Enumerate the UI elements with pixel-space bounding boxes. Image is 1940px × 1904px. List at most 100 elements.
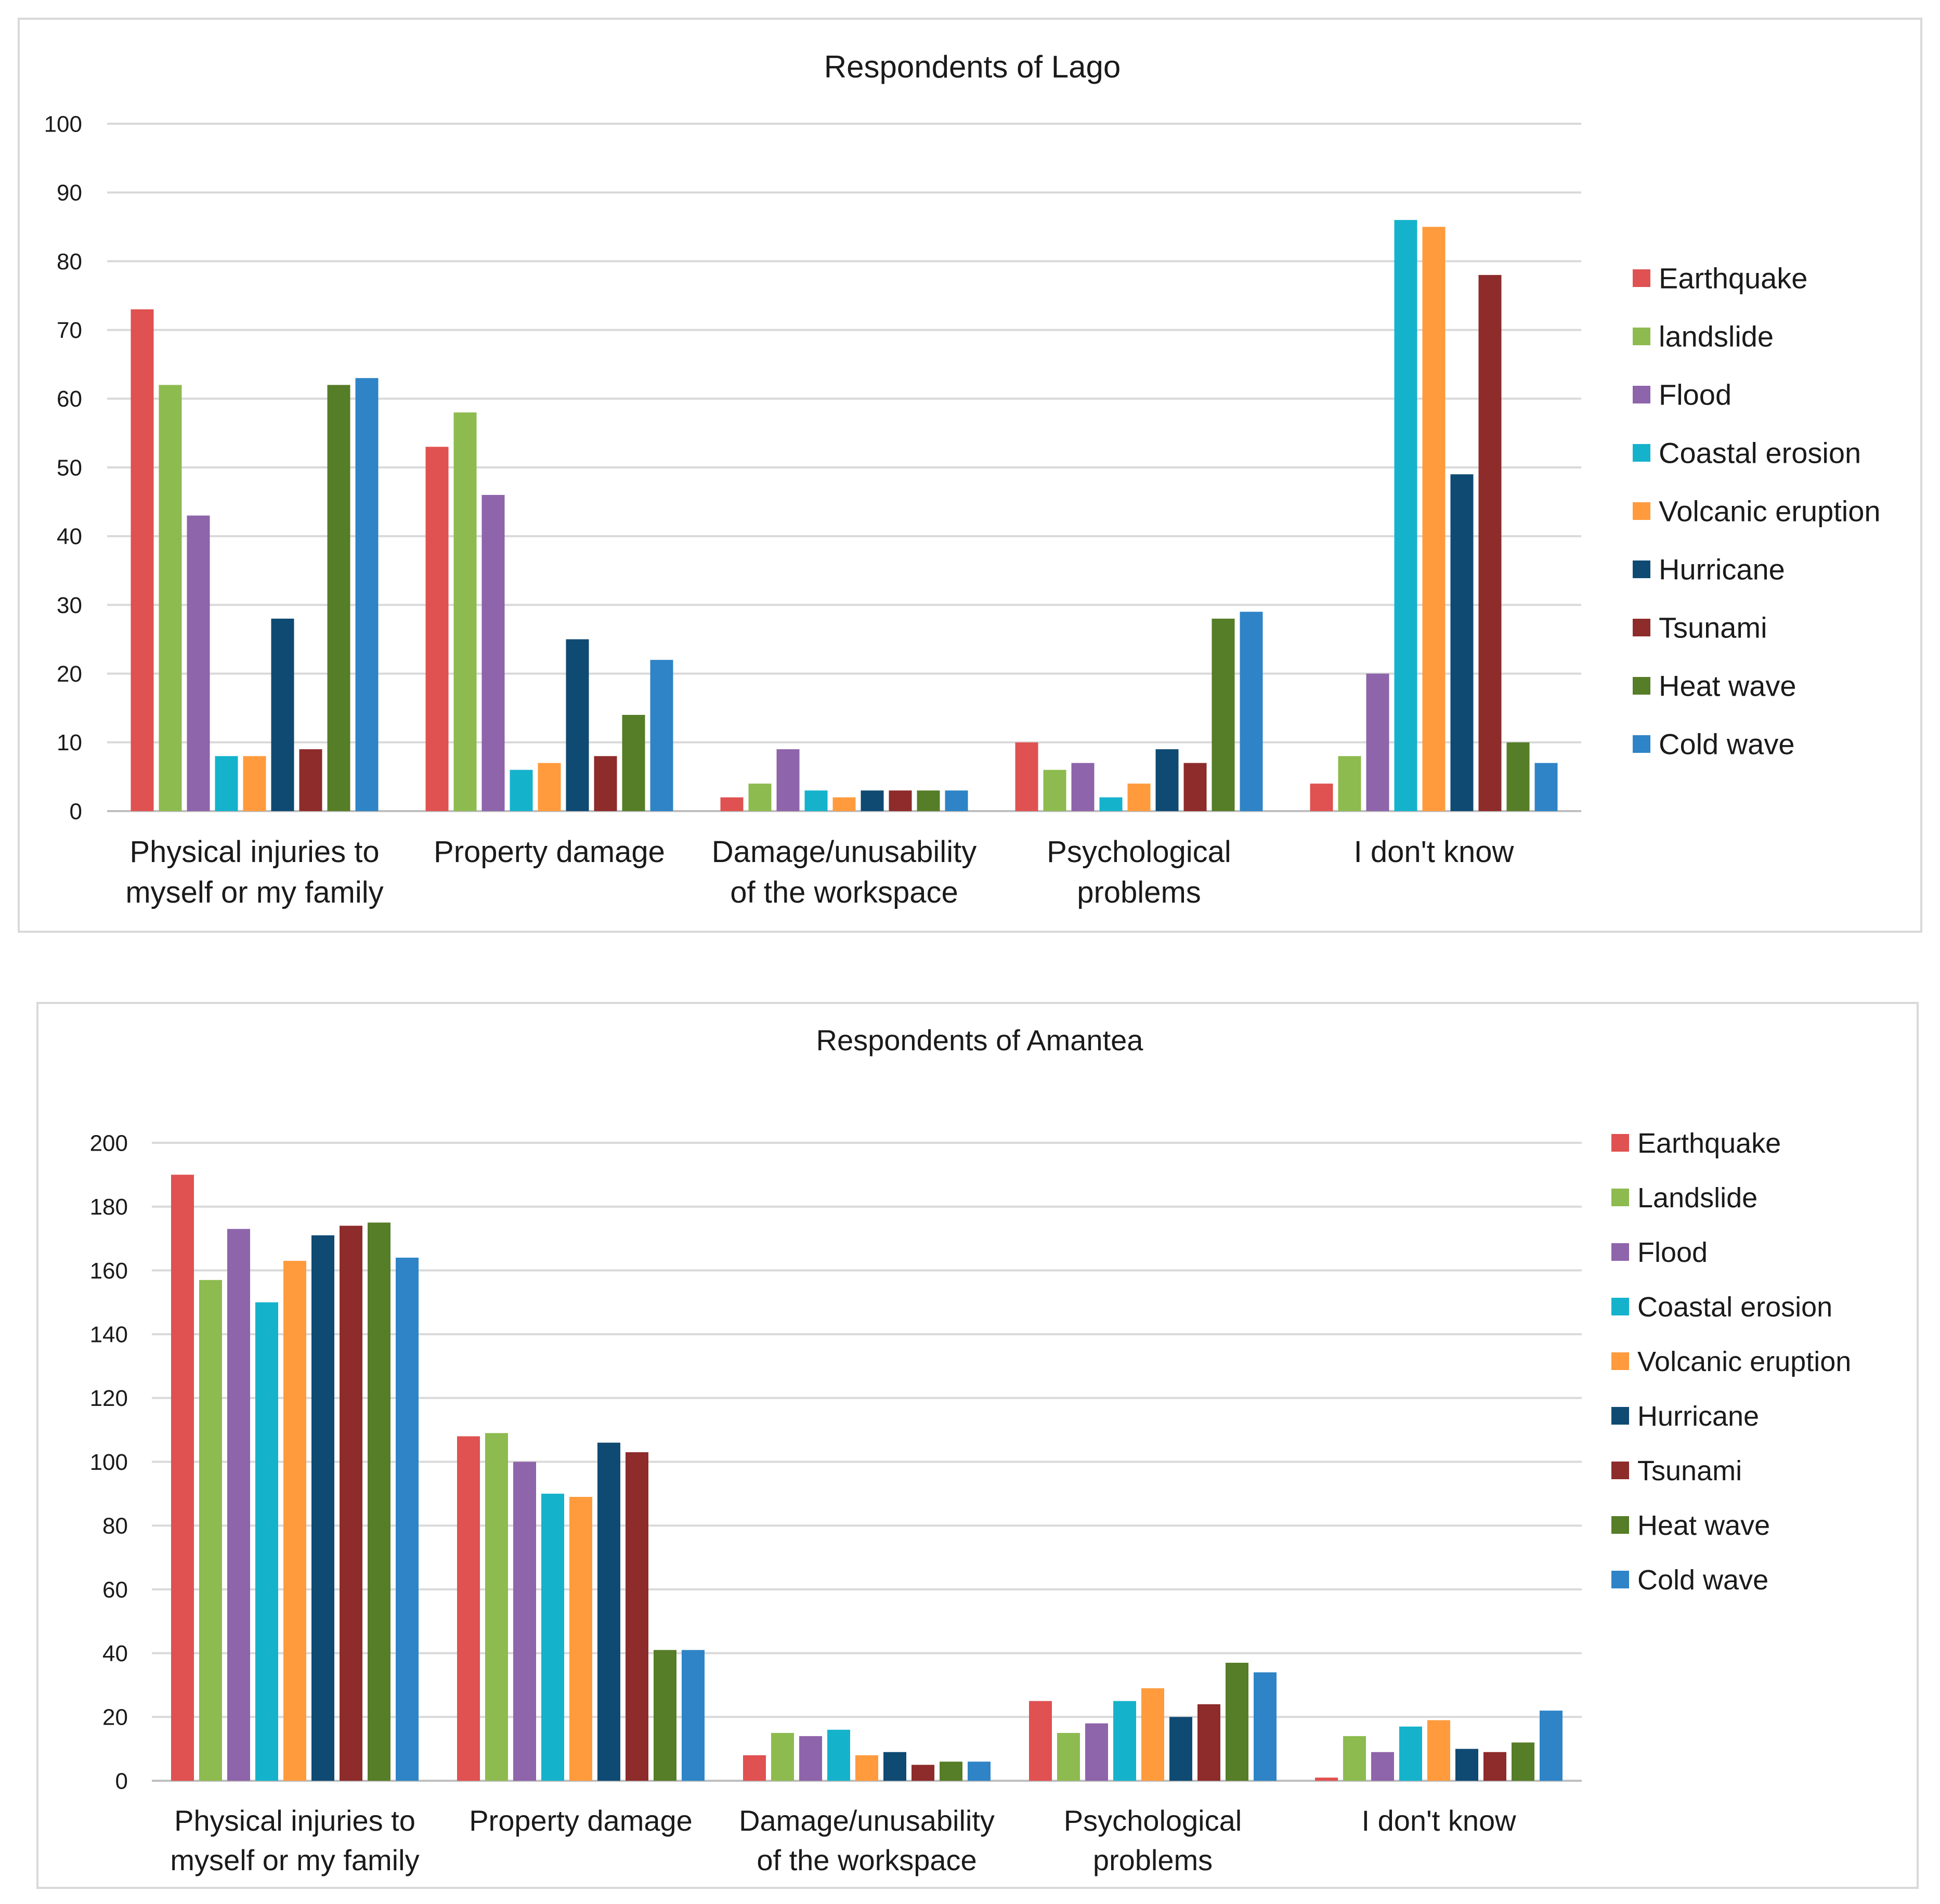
bar-coastal-erosion [255,1302,278,1781]
category-label: Psychological [1047,835,1231,869]
legend-swatch [1633,677,1650,695]
bar-flood [1366,673,1389,811]
y-tick-label: 40 [57,524,82,550]
chart-title: Respondents of Amantea [816,1024,1144,1057]
bar-hurricane [597,1442,620,1781]
bar-hurricane [1450,474,1474,811]
bar-earthquake [425,447,449,811]
category-label: Physical injuries to [174,1804,415,1837]
legend-label: Flood [1659,379,1731,411]
bar-heat-wave [622,714,645,811]
legend-swatch [1633,502,1650,520]
y-tick-label: 0 [70,799,82,824]
bar-coastal-erosion [215,756,238,811]
y-tick-label: 50 [57,455,82,480]
bar-coastal-erosion [541,1493,564,1781]
legend-swatch [1633,269,1650,287]
legend-label: Tsunami [1637,1455,1742,1486]
legend-label: Volcanic eruption [1637,1346,1851,1377]
bar-tsunami [889,790,912,811]
bar-coastal-erosion [510,770,533,811]
category-label: myself or my family [125,876,383,909]
bar-tsunami [594,756,617,811]
bar-coastal-erosion [1399,1726,1422,1781]
legend-label: Landslide [1637,1182,1757,1214]
bar-cold-wave [1240,611,1263,811]
category-label: Damage/unusability [712,835,976,869]
y-tick-label: 70 [57,318,82,343]
category-label: problems [1093,1844,1213,1876]
bar-heat-wave [654,1650,676,1781]
category-label: Psychological [1064,1804,1242,1837]
bar-cold-wave [945,790,968,811]
legend-swatch [1611,1298,1629,1315]
legend-label: Coastal erosion [1637,1292,1832,1323]
chart-title: Respondents of Lago [824,49,1121,84]
bar-heat-wave [1512,1742,1534,1781]
category-label: myself or my family [170,1844,419,1876]
bar-earthquake [1015,742,1038,811]
bar-volcanic-eruption [832,797,856,811]
legend-label: Cold wave [1637,1564,1768,1596]
bar-flood [1071,763,1095,811]
legend-label: Tsunami [1659,611,1767,644]
legend-swatch [1633,735,1650,753]
bar-coastal-erosion [1394,220,1417,812]
bar-tsunami [1478,275,1502,811]
bar-flood [227,1229,250,1781]
y-tick-label: 140 [90,1322,128,1348]
y-tick-label: 20 [102,1705,128,1730]
legend-label: Flood [1637,1237,1708,1268]
y-tick-label: 100 [44,111,82,137]
legend-label: landslide [1659,320,1774,353]
bar-flood [187,515,210,811]
legend-label: Coastal erosion [1659,437,1861,470]
legend-swatch [1611,1189,1629,1206]
bar-flood [1085,1723,1108,1781]
y-tick-label: 0 [115,1768,128,1794]
bar-hurricane [566,639,589,811]
category-label: problems [1077,876,1201,909]
legend-swatch [1633,386,1650,403]
bar-landslide [1043,770,1066,811]
bar-landslide [159,385,182,811]
bar-volcanic-eruption [1427,1720,1450,1781]
bar-cold-wave [650,660,673,811]
bar-volcanic-eruption [569,1496,592,1781]
y-tick-label: 40 [102,1641,128,1666]
bar-flood [1371,1752,1394,1781]
bar-heat-wave [1212,618,1235,811]
bar-landslide [199,1280,222,1781]
bar-tsunami [626,1452,648,1781]
bar-earthquake [457,1436,480,1781]
legend-swatch [1611,1352,1629,1370]
bar-cold-wave [1534,763,1558,811]
bar-hurricane [271,618,294,811]
bar-cold-wave [1254,1672,1277,1781]
y-tick-label: 90 [57,180,82,206]
bar-volcanic-eruption [243,756,266,811]
y-tick-label: 60 [57,386,82,412]
legend-swatch [1611,1571,1629,1588]
bar-tsunami [299,749,322,811]
bar-landslide [1343,1736,1366,1781]
bar-landslide [1338,756,1361,811]
legend-label: Heat wave [1659,670,1796,702]
bar-heat-wave [327,385,350,811]
bar-earthquake [1310,784,1333,811]
bar-tsunami [1483,1752,1506,1781]
legend-swatch [1611,1516,1629,1534]
legend-swatch [1611,1462,1629,1479]
bar-flood [799,1736,822,1781]
legend-swatch [1633,560,1650,578]
bar-flood [776,749,800,811]
category-label: I don't know [1354,835,1515,869]
bar-earthquake [1315,1777,1338,1781]
bar-cold-wave [355,378,379,811]
y-tick-label: 120 [90,1386,128,1411]
legend-swatch [1611,1243,1629,1261]
bar-tsunami [912,1765,934,1781]
bar-tsunami [1183,763,1207,811]
bar-coastal-erosion [1113,1701,1136,1781]
category-label: Property damage [469,1804,693,1837]
